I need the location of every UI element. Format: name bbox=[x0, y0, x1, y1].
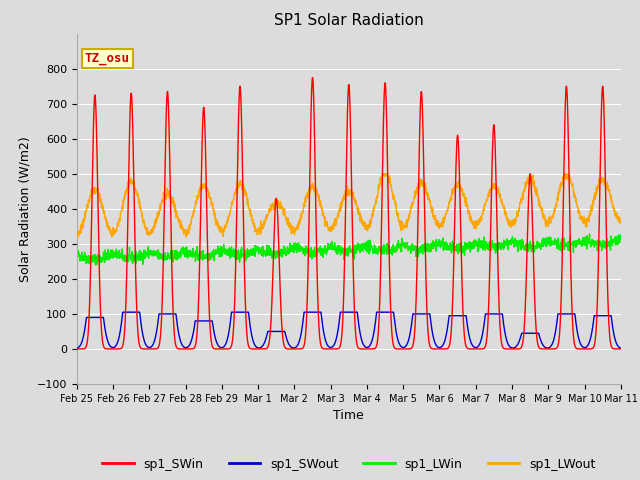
Title: SP1 Solar Radiation: SP1 Solar Radiation bbox=[274, 13, 424, 28]
Legend: sp1_SWin, sp1_SWout, sp1_LWin, sp1_LWout: sp1_SWin, sp1_SWout, sp1_LWin, sp1_LWout bbox=[97, 453, 600, 476]
X-axis label: Time: Time bbox=[333, 409, 364, 422]
Text: TZ_osu: TZ_osu bbox=[85, 52, 130, 65]
Y-axis label: Solar Radiation (W/m2): Solar Radiation (W/m2) bbox=[18, 136, 31, 282]
